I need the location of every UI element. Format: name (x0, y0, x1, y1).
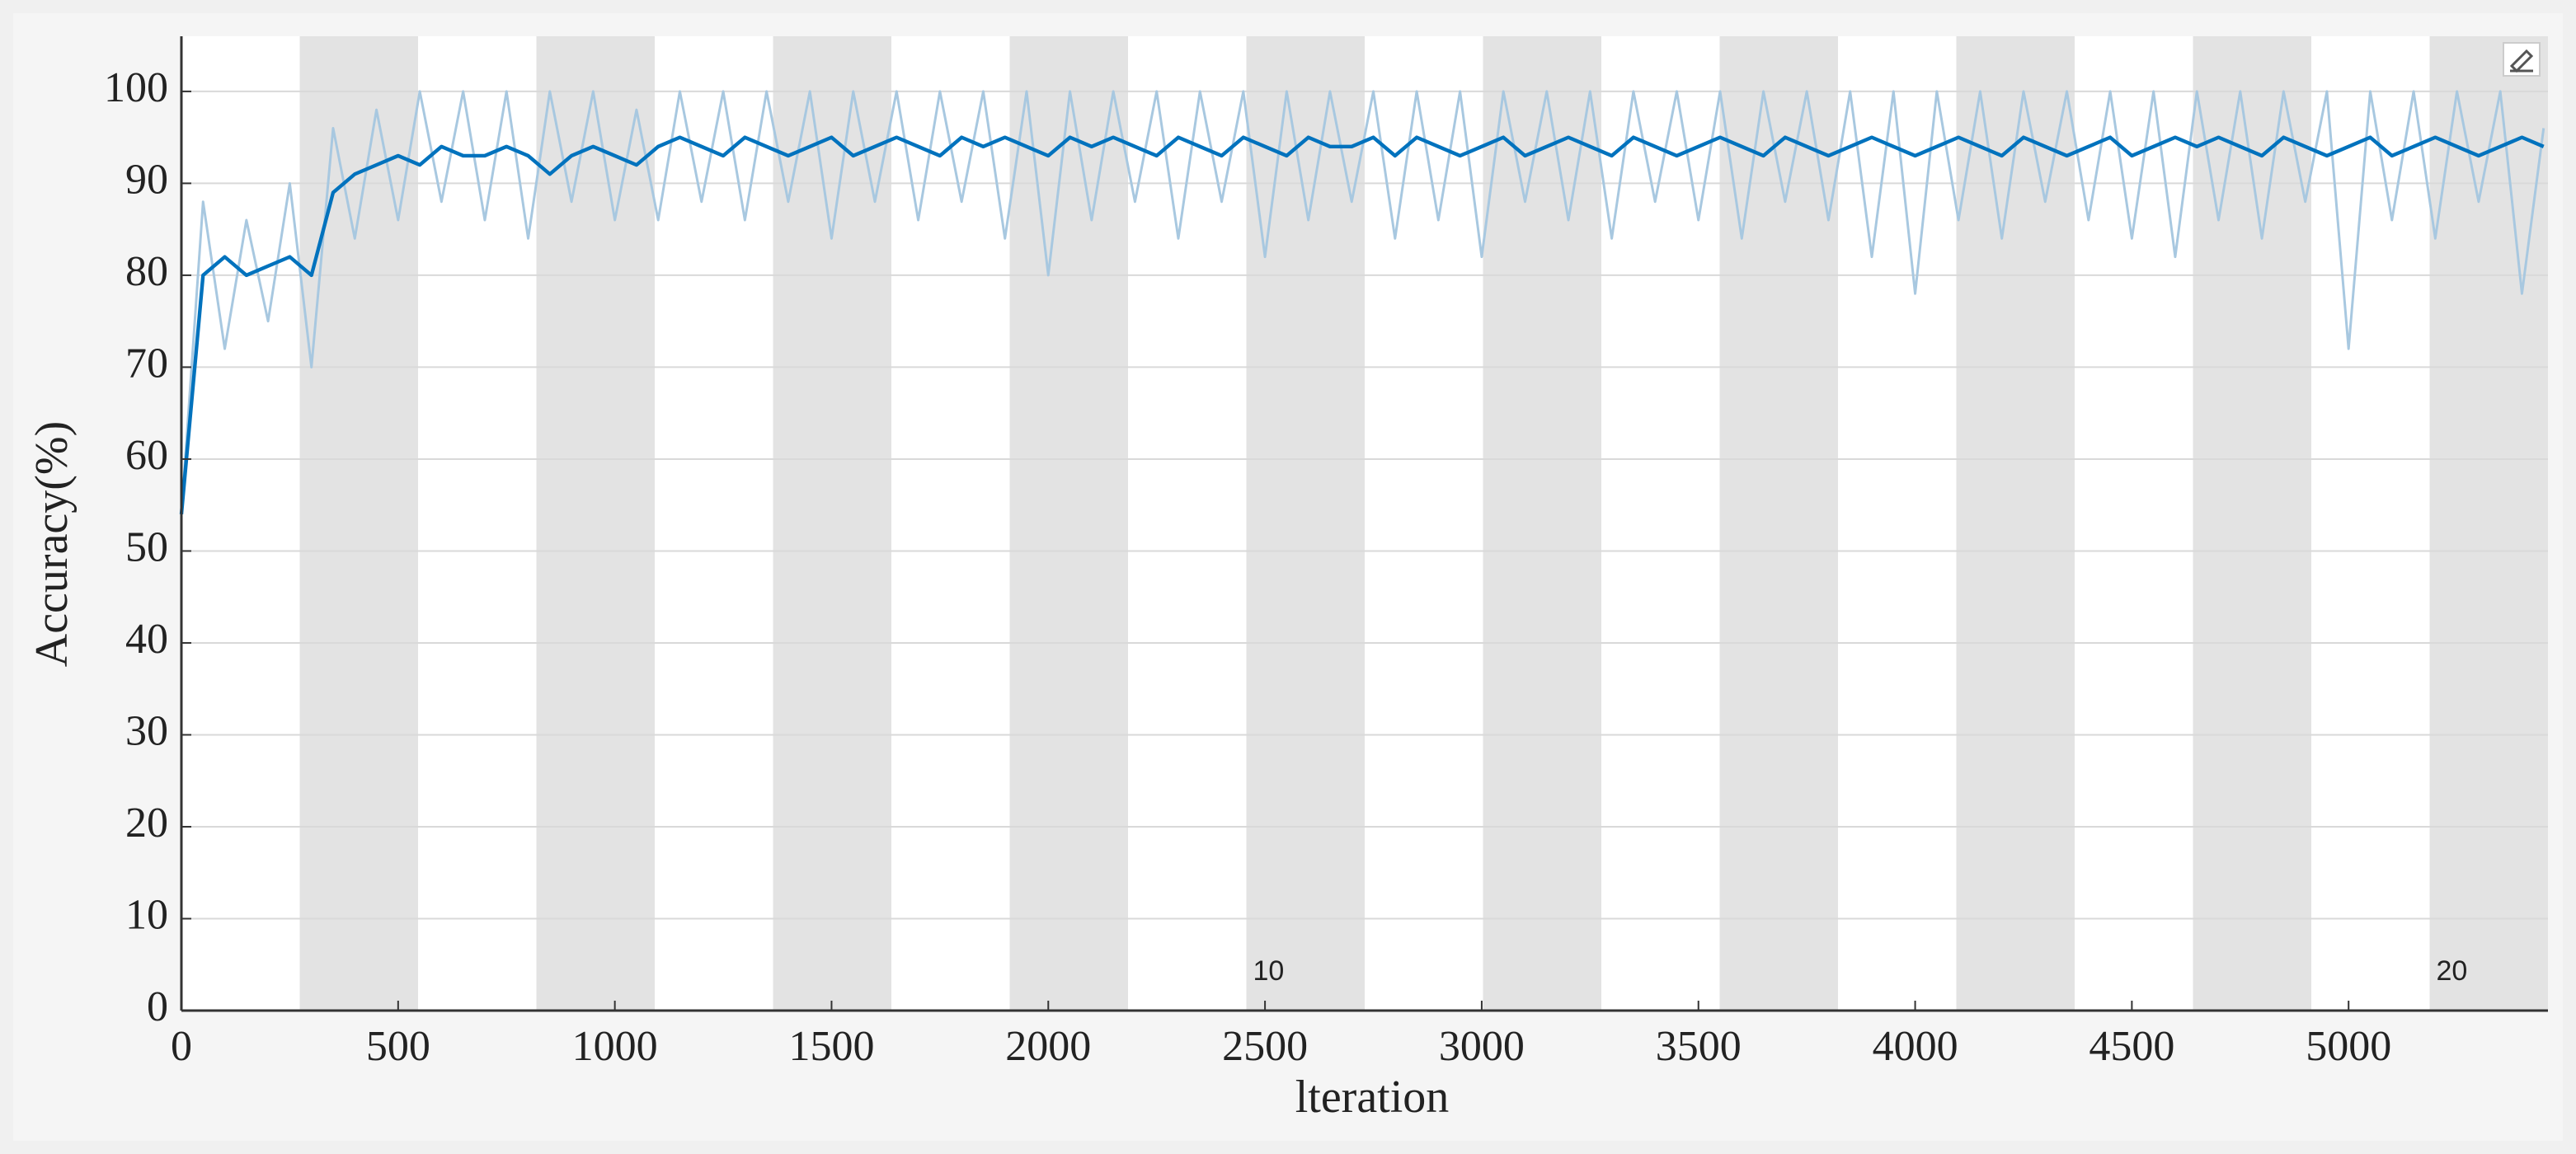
epoch-band (1956, 36, 2075, 1011)
y-tick-label: 10 (125, 891, 168, 938)
series-line (180, 90, 2545, 514)
epoch-band (2193, 36, 2311, 1011)
epoch-band (773, 36, 891, 1011)
y-tick-label: 0 (147, 983, 168, 1030)
x-tick-label: 500 (366, 1023, 430, 1070)
epoch-label: 10 (1253, 955, 1285, 987)
x-tick-label: 5000 (2306, 1023, 2391, 1070)
y-tick-label: 90 (125, 156, 168, 203)
y-tick-label: 60 (125, 432, 168, 479)
y-tick-label: 30 (125, 707, 168, 754)
x-tick-label: 3000 (1439, 1023, 1525, 1070)
y-tick-label: 100 (104, 64, 168, 111)
y-axis-label: Accuracy(%) (26, 421, 78, 667)
x-axis-label: lteration (1295, 1072, 1450, 1123)
export-icon[interactable] (2503, 42, 2541, 77)
x-tick-label: 1000 (572, 1023, 658, 1070)
y-tick-label: 20 (125, 800, 168, 847)
epoch-band (1483, 36, 1601, 1011)
epoch-band (1009, 36, 1128, 1011)
epoch-band (299, 36, 418, 1011)
x-tick-label: 3500 (1656, 1023, 1742, 1070)
series-line (179, 135, 2545, 515)
y-tick-label: 70 (125, 340, 168, 387)
y-tick-label: 50 (125, 523, 168, 570)
epoch-label: 20 (2437, 955, 2468, 987)
x-tick-label: 4500 (2089, 1023, 2174, 1070)
epoch-band (1719, 36, 1838, 1011)
x-tick-label: 1500 (788, 1023, 874, 1070)
x-tick-label: 4000 (1873, 1023, 1958, 1070)
y-tick-label: 40 (125, 616, 168, 663)
x-tick-label: 0 (171, 1023, 192, 1070)
epoch-band (536, 36, 655, 1011)
x-tick-label: 2000 (1005, 1023, 1091, 1070)
x-tick-label: 2500 (1222, 1023, 1308, 1070)
y-tick-label: 80 (125, 248, 168, 295)
epoch-band (2429, 36, 2548, 1011)
